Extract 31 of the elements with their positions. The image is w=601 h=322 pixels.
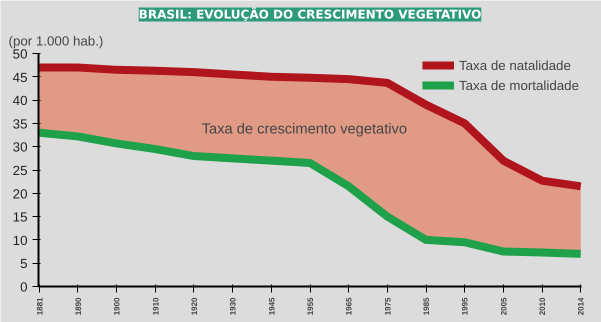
x-tick-label: 1920 bbox=[190, 296, 199, 316]
chart-title: BRASIL: EVOLUÇÃO DO CRESCIMENTO VEGETATIVO bbox=[138, 6, 482, 22]
y-tick-label: 35 bbox=[12, 116, 28, 132]
legend-label: Taxa de mortalidade bbox=[458, 78, 579, 92]
y-tick-label: 40 bbox=[12, 93, 28, 108]
y-tick-label: 25 bbox=[12, 163, 28, 178]
y-axis-title: (por 1.000 hab.) bbox=[8, 34, 104, 48]
y-tick-label: 10 bbox=[12, 232, 28, 248]
x-tick-label: 2005 bbox=[499, 296, 508, 316]
x-tick-label: 1900 bbox=[112, 296, 122, 316]
annotation: Taxa de crescimento vegetativo bbox=[202, 121, 408, 138]
legend-label: Taxa de natalidade bbox=[458, 58, 571, 72]
x-tick-label: 1930 bbox=[228, 296, 238, 316]
x-tick-label: 2014 bbox=[576, 296, 586, 316]
y-tick-label: 0 bbox=[20, 280, 28, 294]
x-tick-label: 1995 bbox=[460, 296, 470, 316]
x-tick-label: 1910 bbox=[151, 296, 160, 316]
y-tick-label: 5 bbox=[20, 256, 28, 272]
y-tick-label: 45 bbox=[12, 70, 28, 85]
x-tick-label: 2010 bbox=[538, 296, 548, 316]
y-tick-label: 30 bbox=[12, 140, 28, 155]
x-tick-label: 1890 bbox=[74, 296, 83, 316]
y-tick-label: 50 bbox=[12, 46, 28, 62]
y-tick-label: 20 bbox=[12, 186, 28, 202]
x-tick-label: 1965 bbox=[344, 296, 354, 316]
x-tick-label: 1985 bbox=[422, 296, 432, 316]
x-tick-label: 1881 bbox=[35, 296, 44, 316]
y-tick-label: 15 bbox=[12, 210, 28, 225]
x-tick-label: 1955 bbox=[306, 296, 315, 316]
x-tick-label: 1975 bbox=[383, 296, 392, 316]
x-tick-label: 1945 bbox=[267, 296, 276, 316]
